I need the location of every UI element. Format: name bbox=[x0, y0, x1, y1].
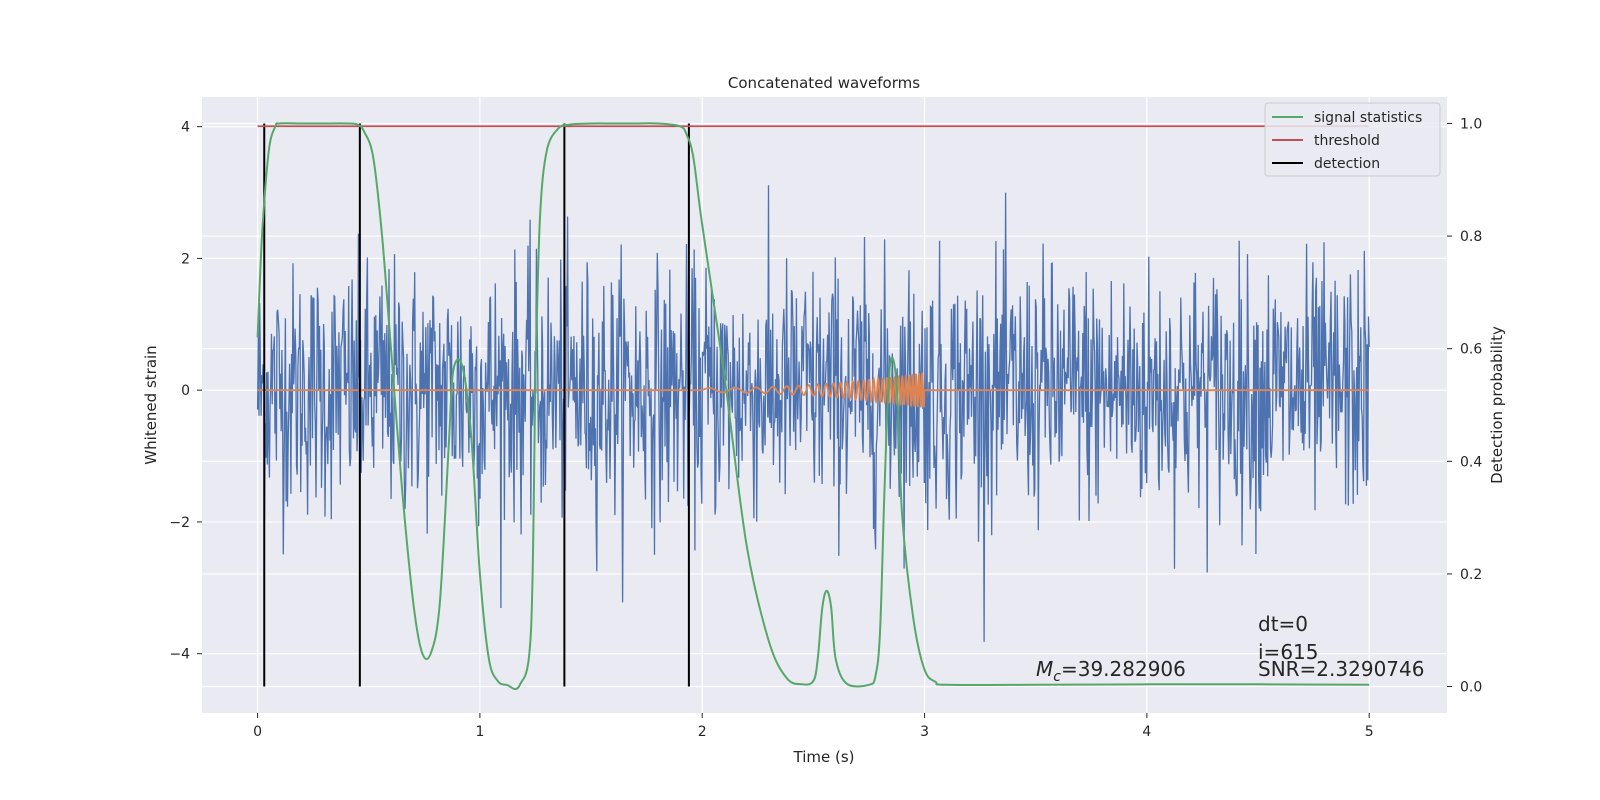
y2-tick-label: 0.2 bbox=[1460, 567, 1482, 583]
x-tick-label: 4 bbox=[1142, 724, 1151, 740]
annotations: Mc=39.282906 dt=0 i=615 SNR=2.3290746 bbox=[1036, 612, 1424, 685]
legend-box bbox=[1264, 102, 1441, 177]
x-tick-label: 5 bbox=[1365, 724, 1374, 740]
legend: signal statistics threshold detection bbox=[1264, 102, 1441, 177]
annotation-i: i=615 bbox=[1258, 640, 1319, 664]
y-tick-label: −4 bbox=[169, 647, 190, 663]
y-tick-label: 2 bbox=[181, 251, 190, 267]
noise-line bbox=[256, 185, 1370, 642]
chart-title: Concatenated waveforms bbox=[728, 74, 920, 92]
y2-tick-label: 0.4 bbox=[1460, 454, 1482, 470]
annotation-mc: Mc=39.282906 bbox=[1036, 657, 1186, 685]
legend-label-threshold: threshold bbox=[1314, 133, 1380, 149]
x-tick-label: 3 bbox=[920, 724, 929, 740]
y-axis-right: 0.0 0.2 0.4 0.6 0.8 1.0 bbox=[1447, 116, 1482, 696]
x-tick-label: 1 bbox=[475, 724, 484, 740]
signal-statistics-series bbox=[256, 122, 1370, 690]
annotation-dt: dt=0 bbox=[1258, 612, 1308, 636]
detection-lines bbox=[263, 123, 690, 687]
x-axis: 0 1 2 3 4 5 bbox=[253, 713, 1374, 740]
y-tick-label: 4 bbox=[181, 120, 190, 136]
y-axis-title: Whitened strain bbox=[142, 345, 160, 464]
y2-tick-label: 0.6 bbox=[1460, 342, 1482, 358]
legend-label-detection: detection bbox=[1314, 156, 1380, 172]
y2-tick-label: 0.0 bbox=[1460, 680, 1482, 696]
y2-axis-title: Detection probability bbox=[1488, 326, 1506, 484]
y2-tick-label: 1.0 bbox=[1460, 116, 1482, 132]
x-axis-title: Time (s) bbox=[793, 748, 855, 766]
y-tick-label: −2 bbox=[169, 515, 190, 531]
y2-tick-label: 0.8 bbox=[1460, 229, 1482, 245]
y-tick-label: 0 bbox=[181, 383, 190, 399]
noise-series bbox=[256, 185, 1370, 642]
x-tick-label: 2 bbox=[698, 724, 707, 740]
legend-label-signal-statistics: signal statistics bbox=[1314, 110, 1422, 126]
annotation-mc-value: =39.282906 bbox=[1061, 657, 1186, 681]
annotation-snr: SNR=2.3290746 bbox=[1258, 657, 1424, 681]
y-axis-left: −4 −2 0 2 4 bbox=[169, 120, 202, 663]
signal-statistics-line bbox=[256, 122, 1370, 690]
annotation-mc-symbol: M bbox=[1036, 657, 1053, 681]
annotation-mc-subscript: c bbox=[1053, 669, 1061, 685]
x-tick-label: 0 bbox=[253, 724, 262, 740]
